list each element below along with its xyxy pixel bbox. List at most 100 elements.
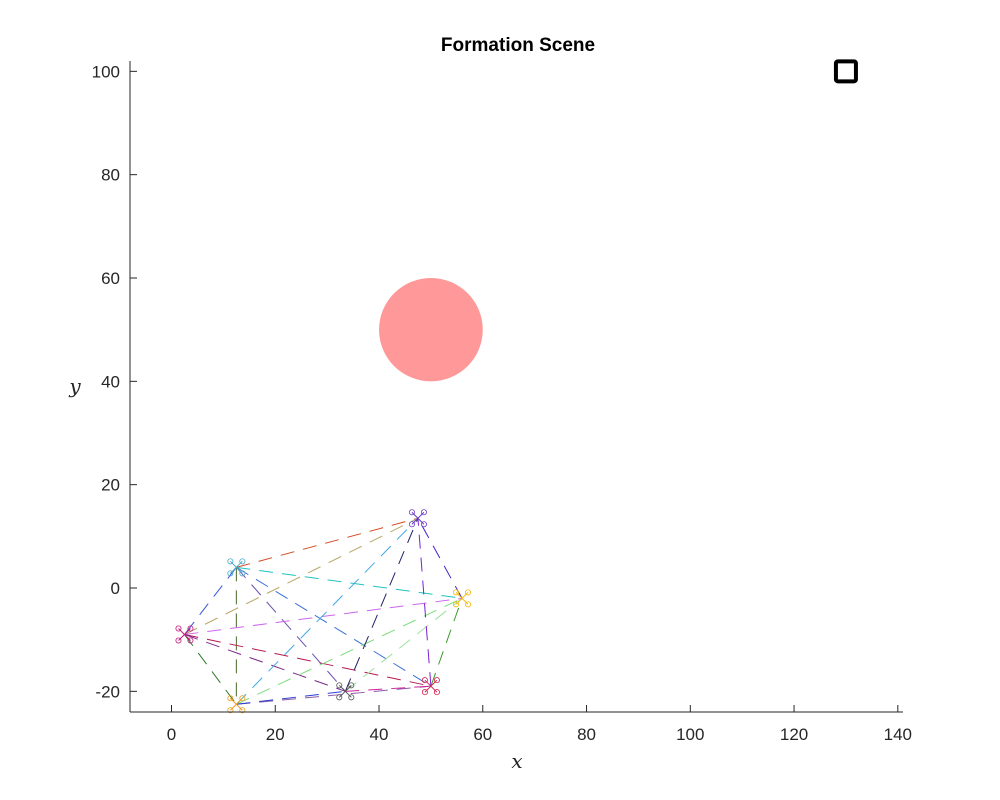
agent-arm — [235, 697, 243, 705]
y-tick-label: 20 — [101, 476, 120, 495]
y-tick-label: 40 — [101, 372, 120, 391]
agent-arm — [455, 597, 463, 605]
agent-rotor — [421, 677, 428, 684]
axes — [129, 61, 903, 713]
agent-arm — [178, 628, 185, 635]
agent-arm — [184, 628, 191, 635]
agent-rotor — [433, 677, 440, 684]
formation-edge — [430, 598, 463, 687]
formation-edge — [184, 634, 237, 705]
x-tick-label: 80 — [577, 725, 596, 744]
agent-rotor — [227, 570, 234, 577]
agent-arm — [424, 685, 432, 693]
chart-title: Formation Scene — [441, 35, 595, 56]
agent-arm — [417, 511, 425, 519]
x-tick-label: 20 — [266, 725, 285, 744]
agent-rotor — [175, 625, 182, 632]
formation-edge — [236, 597, 463, 705]
agent-marker — [336, 682, 355, 701]
agent-rotor — [408, 509, 415, 516]
agent-rotor — [348, 694, 355, 701]
agent-marker — [227, 558, 246, 577]
formation-edge — [417, 518, 463, 599]
x-tick-label: 140 — [884, 725, 912, 744]
formation-edge — [344, 518, 419, 692]
agent-arm — [417, 517, 425, 525]
agent-arm — [229, 703, 237, 711]
agent-rotor — [453, 589, 460, 596]
formation-edge — [417, 518, 432, 687]
y-axis-label: y — [68, 374, 81, 398]
formation-edge — [344, 597, 463, 692]
agent-rotor — [465, 589, 472, 596]
agent-arm — [411, 517, 419, 525]
formation-edge — [184, 597, 463, 635]
x-tick-label: 60 — [473, 725, 492, 744]
x-tick-label: 0 — [167, 725, 176, 744]
agent-arm — [455, 591, 463, 599]
formation-edge — [184, 517, 419, 635]
formation-edge — [236, 517, 419, 568]
agent-arm — [430, 685, 438, 693]
agent-rotor — [465, 601, 472, 608]
formation-edge — [236, 566, 463, 599]
agent-arm — [229, 566, 237, 574]
agent-arm — [338, 690, 346, 698]
y-tick-label: 100 — [92, 62, 120, 81]
agent-arm — [411, 511, 419, 519]
agent-arm — [461, 591, 469, 599]
agent-rotor — [433, 689, 440, 696]
agent-arm — [229, 560, 237, 568]
formation-edge — [184, 567, 237, 635]
formation-edge — [236, 690, 346, 705]
x-tick-label: 100 — [676, 725, 704, 744]
agent-rotor — [175, 637, 182, 644]
agent-arm — [229, 697, 237, 705]
agent-arm — [344, 684, 352, 692]
agent-arm — [338, 684, 346, 692]
agent-rotor — [408, 521, 415, 528]
agent-rotor — [239, 695, 246, 702]
agent-rotor — [348, 682, 355, 689]
agent-arm — [184, 634, 191, 641]
tick-labels: 0 20 40 60 80 100 120 140 -20 0 20 40 60 80 100 — [92, 62, 912, 744]
agent-rotor — [239, 707, 246, 714]
agent-arm — [461, 597, 469, 605]
formation-edge — [184, 634, 432, 687]
x-axis-label: x — [511, 749, 522, 773]
agent-arm — [424, 679, 432, 687]
agent-arm — [344, 690, 352, 698]
obstacle-circle — [379, 278, 483, 382]
agent-rotor — [420, 509, 427, 516]
agent-arm — [178, 634, 185, 641]
agent-marker — [227, 695, 246, 714]
agent-rotor — [239, 558, 246, 565]
agent-rotor — [336, 682, 343, 689]
agent-arm — [235, 560, 243, 568]
formation-edge — [235, 567, 346, 692]
x-tick-label: 40 — [370, 725, 389, 744]
y-tick-label: 60 — [101, 269, 120, 288]
agent-rotor — [227, 707, 234, 714]
agent-arm — [235, 703, 243, 711]
formation-edge — [184, 634, 346, 692]
agent-rotor — [421, 689, 428, 696]
agent-rotor — [453, 601, 460, 608]
agent-rotor — [239, 570, 246, 577]
agent-rotor — [187, 637, 194, 644]
plot-area — [175, 59, 858, 714]
y-tick-label: 80 — [101, 166, 120, 185]
agent-rotor — [227, 695, 234, 702]
y-tick-label: 0 — [111, 579, 120, 598]
agent-rotor — [336, 694, 343, 701]
agent-marker — [408, 509, 427, 528]
agent-arm — [430, 679, 438, 687]
x-tick-label: 120 — [780, 725, 808, 744]
agent-marker — [175, 625, 194, 644]
agent-arm — [235, 566, 243, 574]
formation-edge — [236, 685, 431, 705]
agent-rotor — [227, 558, 234, 565]
formation-edge — [235, 517, 419, 705]
formation-edge — [236, 566, 432, 687]
